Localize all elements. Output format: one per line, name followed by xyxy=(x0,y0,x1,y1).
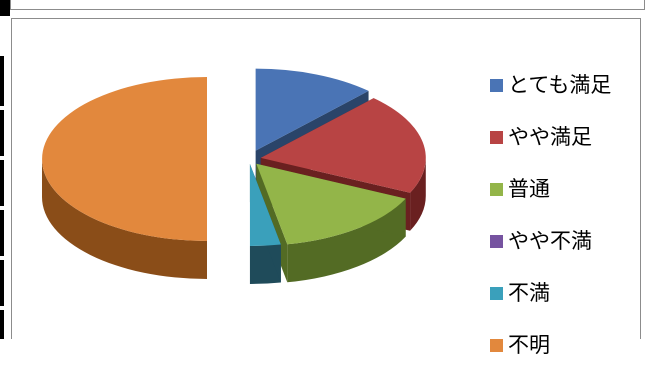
legend-swatch xyxy=(490,130,503,144)
legend-label: 普通 xyxy=(508,176,550,201)
legend-label: 不明 xyxy=(508,332,550,357)
pie-slice xyxy=(255,68,369,151)
legend-item: 普通 xyxy=(490,163,611,215)
pie-slice-side xyxy=(410,157,426,231)
pie-slice-side xyxy=(287,198,406,283)
pie-chart xyxy=(42,68,426,284)
pie-slice xyxy=(249,163,281,246)
legend-label: やや不満 xyxy=(508,228,592,253)
legend-item: やや不満 xyxy=(490,215,611,267)
pie-slice xyxy=(260,98,426,193)
legend-item: とても満足 xyxy=(490,59,611,111)
top-corner-mark xyxy=(0,0,10,16)
legend-swatch xyxy=(490,286,503,300)
top-panel xyxy=(10,0,645,10)
legend-swatch xyxy=(490,182,503,196)
chart-legend: とても満足 やや満足 普通 やや不満 不満 不明 xyxy=(490,59,611,371)
legend-label: やや満足 xyxy=(508,124,592,149)
legend-swatch xyxy=(490,234,503,248)
legend-swatch xyxy=(490,78,503,92)
legend-item: 不明 xyxy=(490,319,611,371)
legend-label: とても満足 xyxy=(508,72,612,97)
legend-item: 不満 xyxy=(490,267,611,319)
legend-item: やや満足 xyxy=(490,111,611,163)
left-gutter xyxy=(0,56,8,339)
pie-slice-side xyxy=(42,159,207,279)
legend-label: 不満 xyxy=(508,280,550,305)
pie-slice xyxy=(42,77,207,241)
chart-area: とても満足 やや満足 普通 やや不満 不満 不明 xyxy=(11,18,641,355)
pie-slice xyxy=(256,163,406,245)
legend-swatch xyxy=(490,338,503,352)
